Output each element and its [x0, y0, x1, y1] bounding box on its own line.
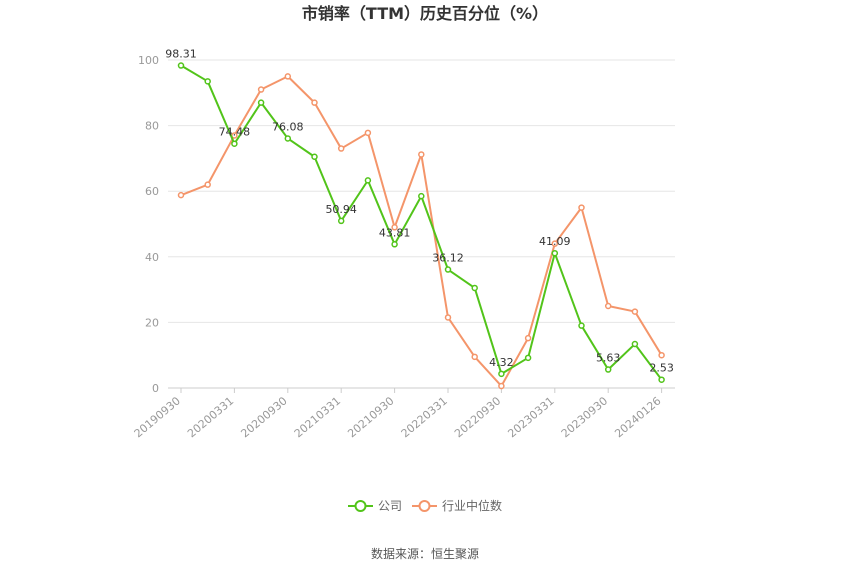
data-point-industry-median[interactable]: [204, 181, 211, 188]
x-tick-label: 20210331: [292, 394, 343, 440]
data-label-layer: 98.31 74.48 76.08 50.94 43.81 36.12 4.32 41.09 5…: [165, 48, 674, 375]
data-label: 50.94: [325, 203, 357, 216]
data-point-company[interactable]: [551, 249, 559, 257]
data-point-industry-median[interactable]: [498, 382, 505, 390]
data-point-company[interactable]: [631, 340, 639, 348]
data-point-company[interactable]: [257, 99, 265, 106]
data-point-company[interactable]: [231, 140, 238, 147]
data-point-company[interactable]: [311, 153, 318, 161]
series-layer: [177, 62, 665, 390]
data-point-industry-median[interactable]: [444, 314, 452, 321]
y-tick-label: 40: [145, 251, 159, 264]
data-point-industry-median[interactable]: [177, 191, 185, 199]
data-label: 76.08: [272, 120, 304, 133]
data-label: 98.31: [165, 48, 197, 61]
chart-title: 市销率（TTM）历史百分位（%）: [302, 4, 548, 23]
data-point-industry-median[interactable]: [604, 302, 612, 310]
data-label: 43.81: [379, 226, 411, 239]
data-point-company[interactable]: [471, 284, 478, 292]
data-point-industry-median[interactable]: [284, 73, 292, 80]
data-point-industry-median[interactable]: [311, 99, 318, 106]
legend-item-industry-median[interactable]: 行业中位数: [412, 498, 502, 513]
legend-label: 行业中位数: [442, 498, 502, 513]
y-tick-label: 100: [138, 54, 159, 67]
data-point-industry-median[interactable]: [631, 308, 639, 315]
data-label: 41.09: [539, 235, 571, 248]
data-label: 36.12: [432, 252, 464, 265]
y-tick-label: 60: [145, 185, 159, 198]
data-point-industry-median[interactable]: [391, 224, 398, 231]
x-tick-label: 20240126: [612, 394, 663, 440]
data-label: 2.53: [649, 362, 674, 375]
data-point-industry-median[interactable]: [364, 129, 372, 137]
data-point-industry-median[interactable]: [337, 145, 345, 152]
data-point-company[interactable]: [524, 354, 532, 362]
data-point-industry-median[interactable]: [551, 240, 559, 247]
legend-marker: [418, 500, 431, 512]
series-line-company: [180, 64, 663, 381]
x-tick-label: 20200331: [185, 394, 236, 440]
data-point-company[interactable]: [177, 62, 185, 69]
x-tick-label: 20200930: [238, 394, 289, 440]
data-point-company[interactable]: [364, 177, 372, 184]
x-tick-label: 20220331: [399, 394, 450, 440]
y-tick-label: 80: [145, 120, 159, 133]
data-label: 5.63: [596, 352, 621, 365]
data-point-industry-median[interactable]: [524, 334, 532, 342]
data-point-industry-median[interactable]: [257, 86, 265, 93]
data-point-company[interactable]: [578, 322, 585, 329]
y-tick-label: 20: [145, 316, 159, 329]
data-point-company[interactable]: [498, 370, 505, 378]
x-tick-label: 20230930: [559, 394, 610, 440]
data-point-company[interactable]: [604, 366, 612, 373]
x-tick-label: 20230331: [505, 394, 556, 440]
data-point-company[interactable]: [418, 192, 425, 200]
legend-marker: [354, 500, 367, 512]
legend-item-company[interactable]: 公司: [348, 499, 402, 513]
data-point-industry-median[interactable]: [418, 151, 425, 158]
data-point-company[interactable]: [444, 266, 452, 273]
x-tick-label: 20220930: [452, 394, 503, 440]
x-tick-label: 20190930: [132, 394, 183, 440]
data-point-company[interactable]: [204, 78, 211, 85]
y-tick-label: 0: [152, 382, 159, 395]
data-point-industry-median[interactable]: [658, 351, 665, 359]
data-label: 4.32: [489, 356, 514, 369]
data-point-industry-median[interactable]: [578, 204, 585, 211]
data-label: 74.48: [219, 126, 251, 139]
data-point-company[interactable]: [658, 376, 665, 383]
data-point-company[interactable]: [284, 135, 292, 142]
data-point-company[interactable]: [337, 217, 345, 225]
legend-label: 公司: [378, 499, 402, 513]
data-point-industry-median[interactable]: [471, 353, 478, 361]
grid-layer: [168, 59, 675, 323]
x-tick-label: 20210930: [345, 394, 396, 440]
data-point-company[interactable]: [391, 241, 398, 248]
legend[interactable]: 公司 行业中位数: [348, 498, 502, 513]
data-source: 数据来源：恒生聚源: [371, 546, 479, 561]
